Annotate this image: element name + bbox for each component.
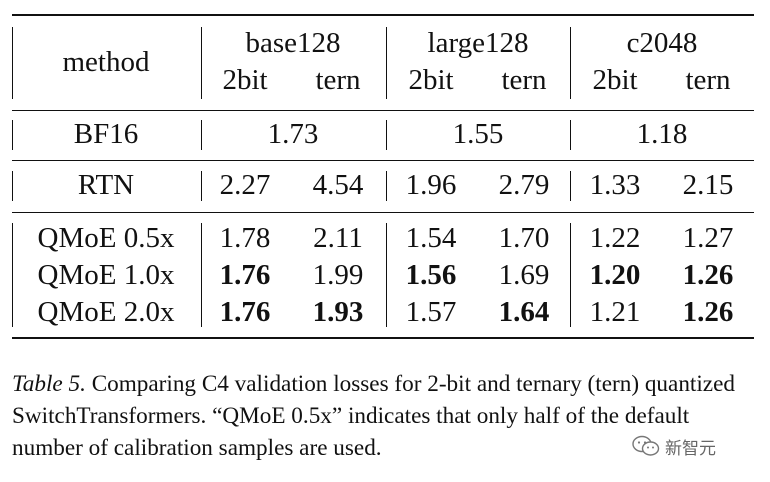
col-separator [570, 223, 572, 327]
qmoe-value: 1.70 [498, 222, 550, 254]
watermark: 新智元 [632, 433, 716, 459]
method-header: method [62, 46, 150, 78]
left-border [12, 171, 14, 201]
rtn-value: 1.33 [589, 169, 641, 201]
bf16-value: 1.73 [267, 118, 319, 150]
qmoe-value: 1.99 [312, 259, 364, 291]
col-separator [201, 223, 203, 327]
rtn-rule [12, 212, 754, 214]
rtn-value: 2.27 [219, 169, 271, 201]
table-top-rule [12, 14, 754, 16]
qmoe-value: 1.76 [219, 296, 271, 328]
qmoe-value: 1.21 [589, 296, 641, 328]
group-header-base128: base128 [245, 27, 341, 59]
caption-label: Table 5. [12, 371, 86, 397]
qmoe-value: 1.26 [682, 296, 734, 328]
qmoe-value: 1.56 [405, 259, 457, 291]
col-separator [201, 27, 203, 99]
col-separator [386, 120, 388, 150]
qmoe-value: 1.64 [498, 296, 550, 328]
group-header-large128: large128 [427, 27, 529, 59]
qmoe-value: 1.54 [405, 222, 457, 254]
caption-text: Comparing C4 validation losses for 2-bit… [12, 371, 735, 461]
col-separator [570, 27, 572, 99]
qmoe-value: 1.26 [682, 259, 734, 291]
row-label-qmoe-0.5x: QMoE 0.5x [37, 222, 175, 254]
subheader-tern: tern [315, 64, 361, 96]
col-separator [386, 171, 388, 201]
bf16-value: 1.18 [636, 118, 688, 150]
col-separator [386, 27, 388, 99]
col-separator [570, 120, 572, 150]
col-separator [201, 120, 203, 150]
qmoe-value: 1.69 [498, 259, 550, 291]
watermark-text: 新智元 [665, 438, 716, 459]
qmoe-value: 1.22 [589, 222, 641, 254]
left-border [12, 120, 14, 150]
left-border [12, 223, 14, 327]
qmoe-value: 1.93 [312, 296, 364, 328]
rtn-value: 1.96 [405, 169, 457, 201]
row-label-bf16: BF16 [73, 118, 139, 150]
qmoe-value: 1.76 [219, 259, 271, 291]
qmoe-value: 2.11 [313, 222, 363, 254]
qmoe-value: 1.78 [219, 222, 271, 254]
table-bottom-rule [12, 337, 754, 339]
subheader-tern: tern [501, 64, 547, 96]
subheader-2bit: 2bit [222, 64, 268, 96]
group-header-c2048: c2048 [626, 27, 698, 59]
subheader-2bit: 2bit [408, 64, 454, 96]
rtn-value: 2.79 [498, 169, 550, 201]
col-separator [386, 223, 388, 327]
table-caption: Table 5. Comparing C4 validation losses … [12, 368, 762, 464]
bf16-rule [12, 160, 754, 162]
header-rule [12, 110, 754, 112]
rtn-value: 4.54 [312, 169, 364, 201]
subheader-tern: tern [685, 64, 731, 96]
left-border [12, 27, 14, 99]
qmoe-value: 1.27 [682, 222, 734, 254]
col-separator [570, 171, 572, 201]
col-separator [201, 171, 203, 201]
rtn-value: 2.15 [682, 169, 734, 201]
qmoe-value: 1.57 [405, 296, 457, 328]
subheader-2bit: 2bit [592, 64, 638, 96]
wechat-icon [632, 435, 660, 457]
row-label-rtn: RTN [77, 169, 135, 201]
bf16-value: 1.55 [452, 118, 504, 150]
row-label-qmoe-2.0x: QMoE 2.0x [37, 296, 175, 328]
row-label-qmoe-1.0x: QMoE 1.0x [37, 259, 175, 291]
qmoe-value: 1.20 [589, 259, 641, 291]
